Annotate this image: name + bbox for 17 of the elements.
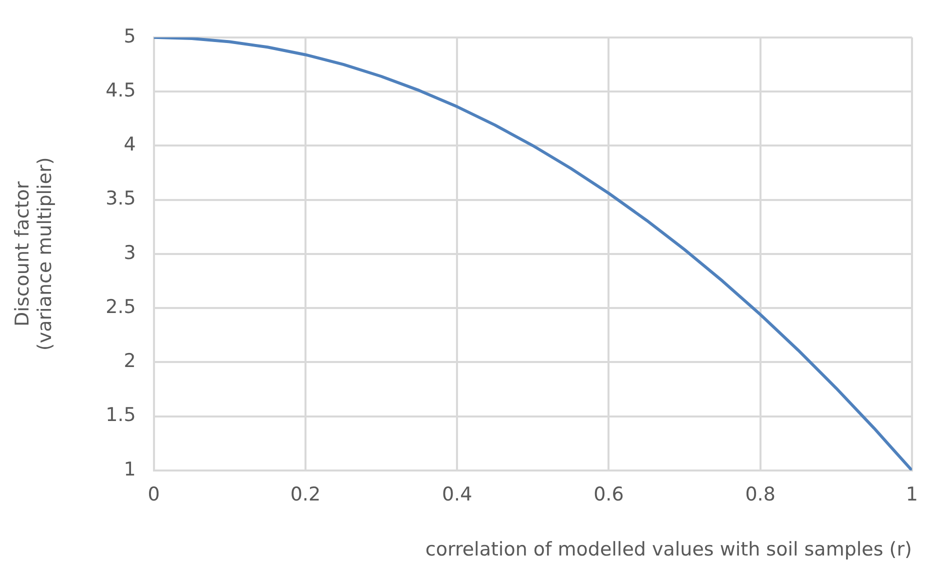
y-tick-label: 1 <box>124 458 136 480</box>
y-tick-label: 2 <box>124 350 136 372</box>
y-tick-label: 3.5 <box>106 188 136 210</box>
x-tick-label: 1 <box>906 484 918 506</box>
y-tick-label: 4.5 <box>106 79 136 102</box>
x-tick-label: 0 <box>148 484 160 506</box>
x-axis-title: correlation of modelled values with soil samples (r) <box>425 538 912 561</box>
x-tick-label: 0.6 <box>594 484 624 506</box>
x-tick-label: 0.2 <box>290 484 321 506</box>
y-tick-label: 4 <box>124 134 136 156</box>
y-tick-label: 3 <box>124 242 136 264</box>
y-tick-label: 5 <box>124 25 136 48</box>
y-axis-title: Discount factor (variance multiplier) <box>11 157 56 351</box>
x-tick-label: 0.8 <box>745 484 776 506</box>
x-tick-label: 0.4 <box>442 484 472 506</box>
y-tick-label: 1.5 <box>106 404 136 426</box>
y-tick-label: 2.5 <box>106 296 136 318</box>
